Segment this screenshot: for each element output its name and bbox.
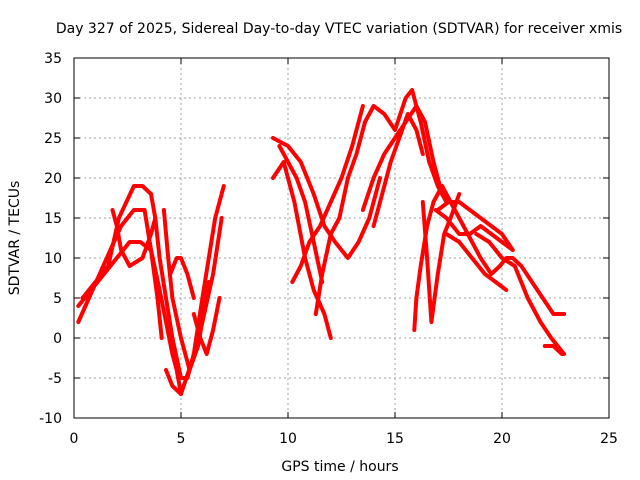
data-series-group (76, 88, 567, 396)
grid-lines (74, 58, 609, 418)
data-series-arc-15 (345, 88, 449, 204)
axis-ticks (73, 57, 610, 419)
data-series-arc-19 (420, 192, 462, 324)
y-tick-label: 30 (44, 91, 62, 107)
data-series-arc-3 (80, 184, 153, 300)
x-tick-label: 0 (70, 431, 79, 447)
y-tick-label: 10 (44, 251, 62, 267)
y-tick-labels: -10 -5 0 5 10 15 20 25 30 35 (39, 51, 62, 427)
y-tick-label: 15 (44, 211, 62, 227)
data-series-arc-2 (76, 208, 164, 340)
x-axis-label: GPS time / hours (281, 459, 398, 475)
data-series-arc-24 (474, 232, 567, 356)
y-tick-label: 5 (53, 291, 62, 307)
data-series-arc-10 (271, 136, 382, 260)
data-series-arc-18 (412, 184, 445, 332)
y-tick-label: 20 (44, 171, 62, 187)
data-series-arc-20 (433, 208, 515, 252)
y-tick-label: -10 (39, 411, 62, 427)
x-tick-label: 5 (177, 431, 186, 447)
data-series-arc-8 (168, 256, 196, 300)
chart-title: Day 327 of 2025, Sidereal Day-to-day VTE… (56, 21, 622, 37)
x-tick-labels: 0 5 10 15 20 25 (70, 431, 618, 447)
data-series-arc-5 (110, 208, 158, 268)
data-series-arc-14 (313, 176, 350, 316)
data-series-arc-4 (149, 184, 226, 380)
data-series-arc-13 (277, 144, 325, 284)
data-series-arc-22 (440, 184, 567, 316)
data-series-arc-9 (191, 296, 222, 356)
y-tick-label: 0 (53, 331, 62, 347)
y-tick-label: -5 (48, 371, 62, 387)
data-series-arc-23 (444, 232, 509, 292)
data-series-arc-12 (290, 104, 365, 284)
x-tick-label: 15 (386, 431, 404, 447)
plot-frame (73, 57, 610, 419)
y-tick-label: 25 (44, 131, 62, 147)
x-tick-label: 10 (279, 431, 297, 447)
data-series-arc-25 (542, 344, 564, 356)
x-tick-label: 20 (493, 431, 511, 447)
data-series-arc-7 (164, 216, 224, 396)
data-series-arc-17 (371, 112, 425, 228)
y-tick-label: 35 (44, 51, 62, 67)
x-tick-label: 25 (600, 431, 618, 447)
y-axis-label: SDTVAR / TECUs (7, 181, 23, 296)
data-series-arc-6 (161, 208, 211, 372)
